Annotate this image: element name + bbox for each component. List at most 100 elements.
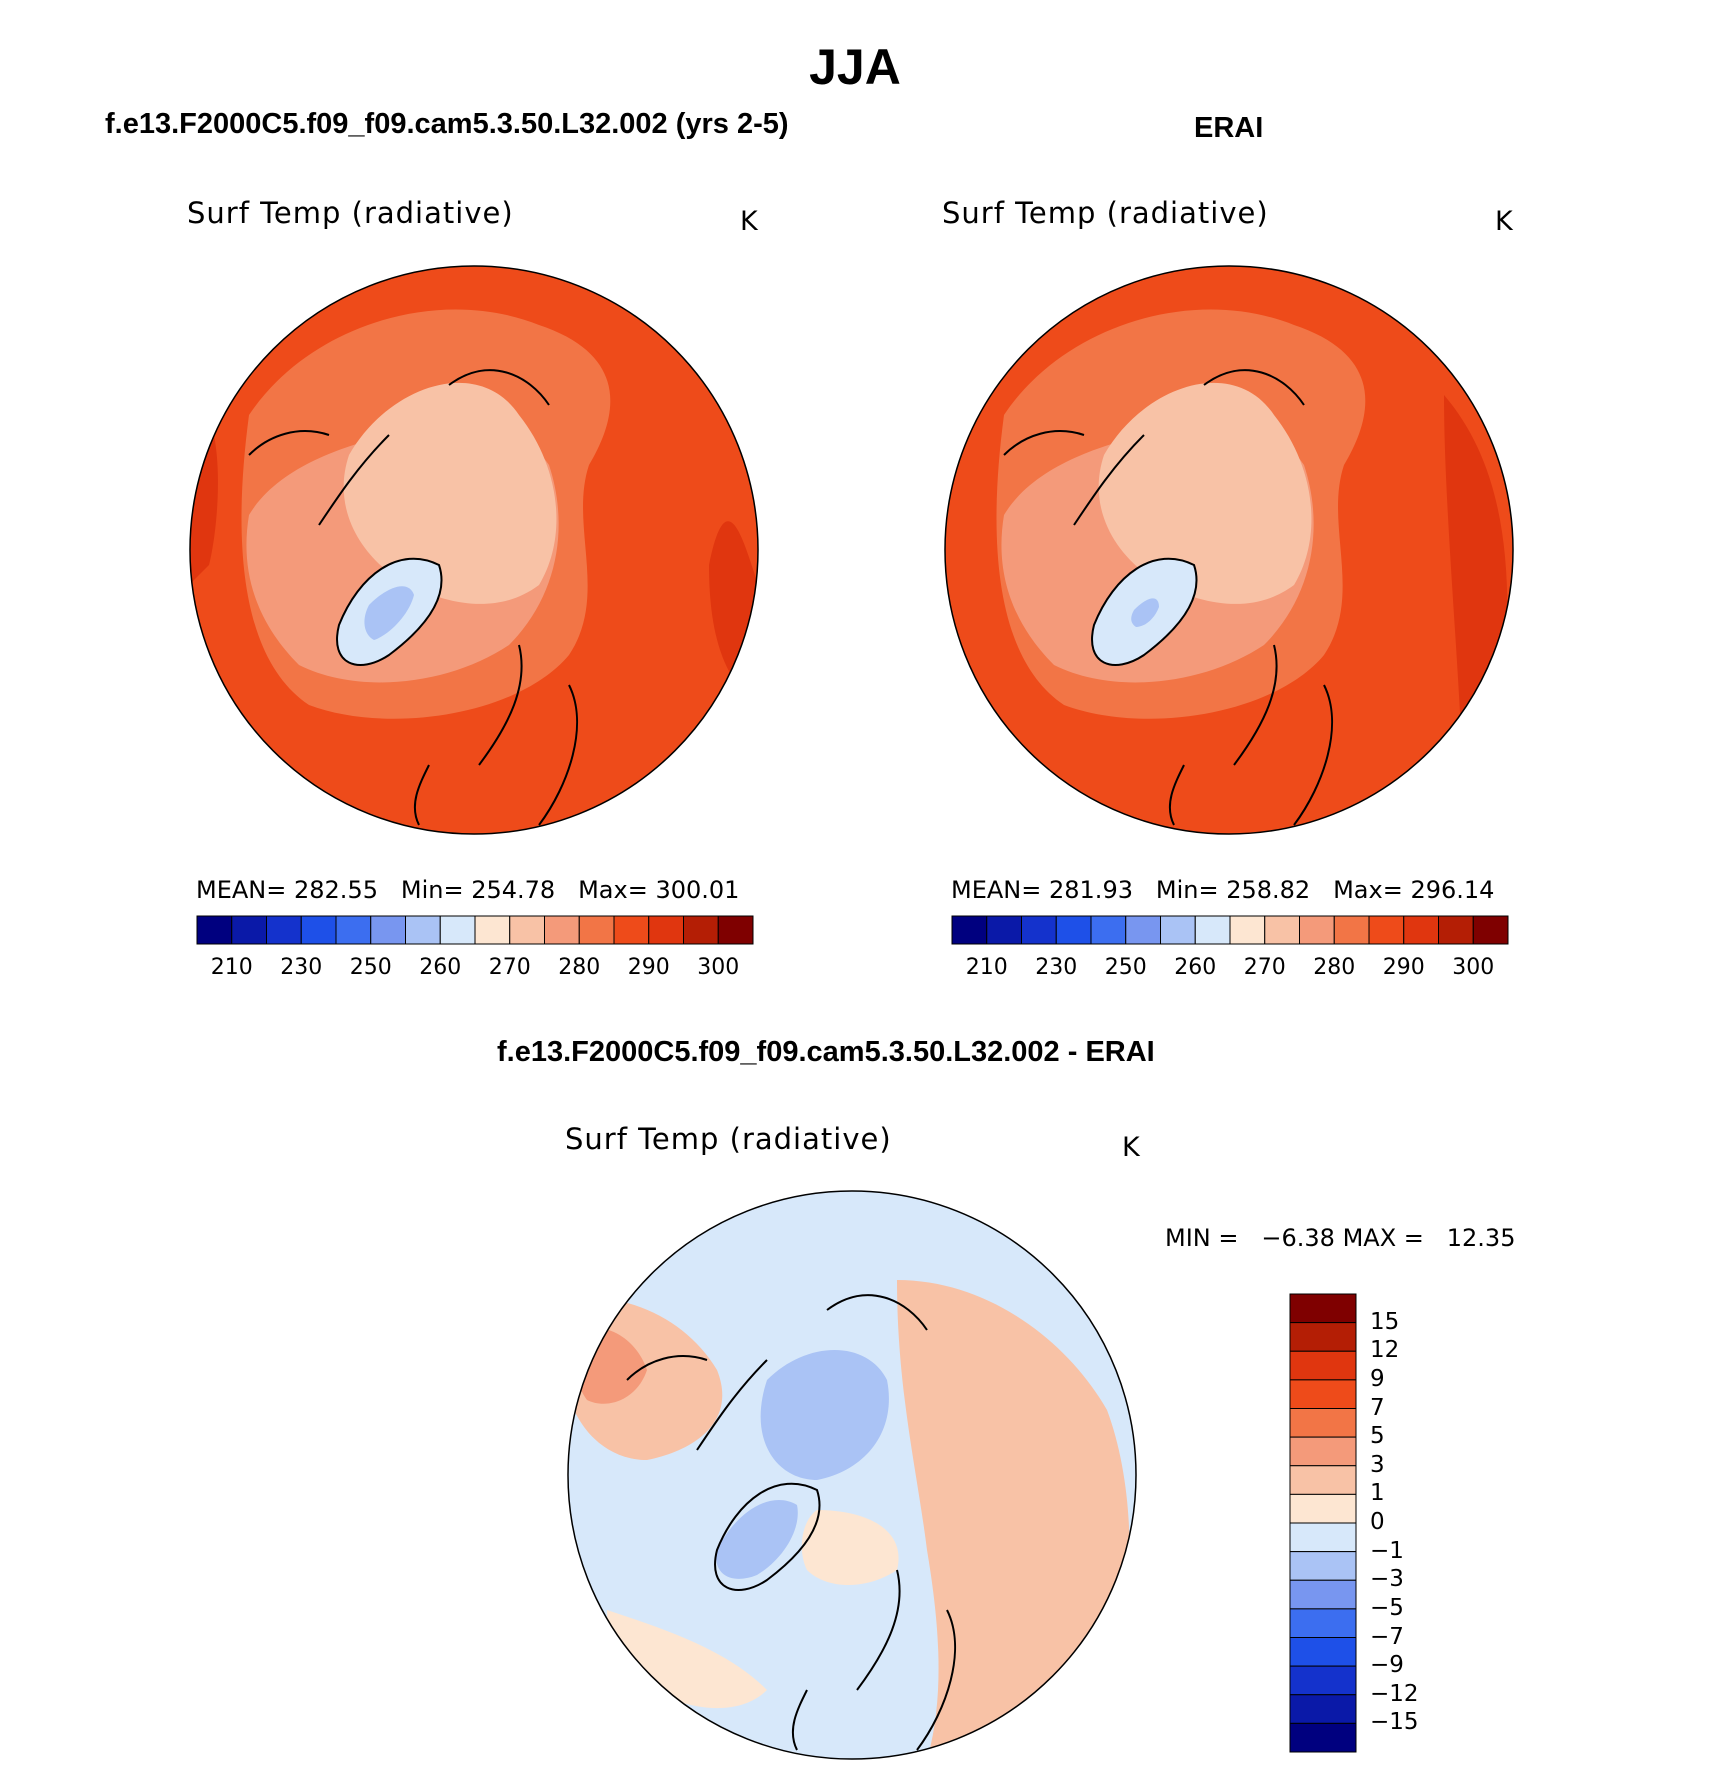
- obs-colorbar-box-11: [1333, 915, 1370, 945]
- diff-colorbar-box-13: [1289, 1665, 1357, 1696]
- obs-colorbar-label: 270: [1243, 955, 1286, 980]
- model-colorbar-box-2: [266, 915, 302, 945]
- obs-unit: K: [1495, 206, 1513, 237]
- diff-colorbar: [1289, 1293, 1357, 1753]
- model-colorbar-box-1: [231, 915, 267, 945]
- diff-map-pale-patch: [801, 1510, 899, 1585]
- model-colorbar-label: 270: [488, 955, 531, 980]
- obs-colorbar-label: 280: [1313, 955, 1356, 980]
- diff-colorbar-box-10: [1289, 1579, 1357, 1610]
- obs-colorbar-box-6: [1160, 915, 1196, 945]
- model-colorbar-label: 260: [419, 955, 462, 980]
- diff-colorbar-box-14: [1289, 1694, 1357, 1724]
- model-colorbar-label: 230: [280, 955, 323, 980]
- model-colorbar-box-4: [335, 915, 372, 945]
- model-colorbar-box-14: [683, 915, 719, 945]
- diff-colorbar-box-6: [1289, 1465, 1357, 1495]
- model-case-title: f.e13.F2000C5.f09_f09.cam5.3.50.L32.002 …: [105, 108, 789, 140]
- obs-colorbar-box-13: [1403, 915, 1439, 945]
- model-colorbar-labels: 210 230 250 260 270 280 290 300: [197, 955, 753, 985]
- obs-variable-title: Surf Temp (radiative): [942, 196, 1269, 230]
- obs-case-title: ERAI: [1194, 112, 1264, 144]
- diff-colorbar-label: −12: [1370, 1680, 1419, 1707]
- diff-colorbar-box-15: [1289, 1722, 1357, 1753]
- diff-colorbar-label: −15: [1370, 1709, 1419, 1736]
- diff-variable-title: Surf Temp (radiative): [565, 1122, 892, 1156]
- model-colorbar-label: 280: [558, 955, 601, 980]
- model-colorbar-label: 290: [627, 955, 670, 980]
- obs-map-arctic: [1098, 382, 1312, 604]
- model-colorbar-box-8: [474, 915, 511, 945]
- diff-colorbar-label: −5: [1370, 1594, 1404, 1621]
- diff-colorbar-box-4: [1289, 1408, 1357, 1438]
- diff-stats: MIN = −6.38 MAX = 12.35: [1165, 1224, 1516, 1252]
- diff-colorbar-labels: 15 12 9 7 5 3 1 0 −1 −3 −5 −7 −9 −12 −15: [1370, 1294, 1470, 1752]
- model-unit: K: [740, 206, 758, 237]
- obs-stats: MEAN= 281.93 Min= 258.82 Max= 296.14: [951, 876, 1495, 904]
- model-colorbar: [196, 915, 754, 945]
- model-map-greenland-core: [364, 586, 414, 640]
- model-variable-title: Surf Temp (radiative): [187, 196, 514, 230]
- model-colorbar-box-5: [370, 915, 406, 945]
- obs-colorbar-labels: 210 230 250 260 270 280 290 300: [952, 955, 1508, 985]
- obs-colorbar-box-15: [1472, 915, 1509, 945]
- model-colorbar-box-11: [578, 915, 615, 945]
- model-map-coastline: [248, 369, 578, 826]
- obs-colorbar-label: 250: [1104, 955, 1147, 980]
- model-map-arctic: [343, 382, 557, 604]
- obs-colorbar-box-5: [1125, 915, 1161, 945]
- diff-polar-map: [567, 1190, 1137, 1760]
- diff-colorbar-label: −3: [1370, 1566, 1404, 1593]
- diff-colorbar-box-7: [1289, 1493, 1357, 1524]
- diff-colorbar-label: 0: [1370, 1509, 1385, 1535]
- obs-colorbar-box-2: [1021, 915, 1057, 945]
- obs-polar-map: [944, 265, 1514, 835]
- model-colorbar-label: 300: [697, 955, 740, 980]
- diff-colorbar-label: 1: [1370, 1480, 1385, 1507]
- model-stats: MEAN= 282.55 Min= 254.78 Max= 300.01: [196, 876, 740, 904]
- diff-colorbar-label: 3: [1370, 1451, 1385, 1478]
- model-colorbar-box-0: [196, 915, 233, 945]
- obs-colorbar-label: 230: [1035, 955, 1078, 980]
- season-title: JJA: [809, 39, 901, 95]
- model-colorbar-box-3: [300, 915, 337, 945]
- obs-map-coastline: [1003, 369, 1333, 826]
- model-colorbar-box-13: [648, 915, 684, 945]
- obs-colorbar-box-10: [1299, 915, 1335, 945]
- obs-colorbar-box-1: [986, 915, 1022, 945]
- diff-colorbar-label: 7: [1370, 1394, 1385, 1421]
- model-colorbar-box-10: [544, 915, 580, 945]
- model-colorbar-box-12: [613, 915, 650, 945]
- obs-colorbar-label: 300: [1452, 955, 1495, 980]
- diff-map-cool-arctic: [760, 1350, 889, 1480]
- diff-map-cool-greenland: [716, 1500, 798, 1579]
- model-colorbar-box-9: [509, 915, 545, 945]
- model-colorbar-box-6: [405, 915, 441, 945]
- diff-colorbar-box-3: [1289, 1379, 1357, 1409]
- obs-colorbar-label: 210: [965, 955, 1008, 980]
- diff-map-coastline: [626, 1294, 956, 1751]
- obs-colorbar-box-3: [1055, 915, 1092, 945]
- diff-colorbar-box-2: [1289, 1350, 1357, 1381]
- obs-colorbar-box-14: [1438, 915, 1474, 945]
- model-polar-map: [189, 265, 759, 835]
- model-colorbar-label: 250: [349, 955, 392, 980]
- diff-colorbar-label: 12: [1370, 1337, 1400, 1364]
- diff-colorbar-box-11: [1289, 1608, 1357, 1638]
- obs-colorbar-box-7: [1194, 915, 1231, 945]
- model-colorbar-label: 210: [210, 955, 253, 980]
- diff-colorbar-box-0: [1289, 1293, 1357, 1324]
- obs-colorbar-box-9: [1264, 915, 1300, 945]
- diff-colorbar-label: −1: [1370, 1537, 1404, 1564]
- obs-colorbar-box-8: [1229, 915, 1266, 945]
- obs-colorbar-box-0: [951, 915, 988, 945]
- diff-colorbar-box-9: [1289, 1551, 1357, 1581]
- diff-colorbar-label: 15: [1370, 1308, 1400, 1335]
- diff-colorbar-label: 5: [1370, 1423, 1385, 1450]
- obs-colorbar-label: 290: [1382, 955, 1425, 980]
- diff-colorbar-label: −7: [1370, 1623, 1404, 1650]
- obs-map-greenland-core: [1131, 598, 1159, 627]
- model-colorbar-box-15: [717, 915, 754, 945]
- obs-colorbar-box-4: [1090, 915, 1127, 945]
- diff-case-title: f.e13.F2000C5.f09_f09.cam5.3.50.L32.002 …: [497, 1036, 1155, 1068]
